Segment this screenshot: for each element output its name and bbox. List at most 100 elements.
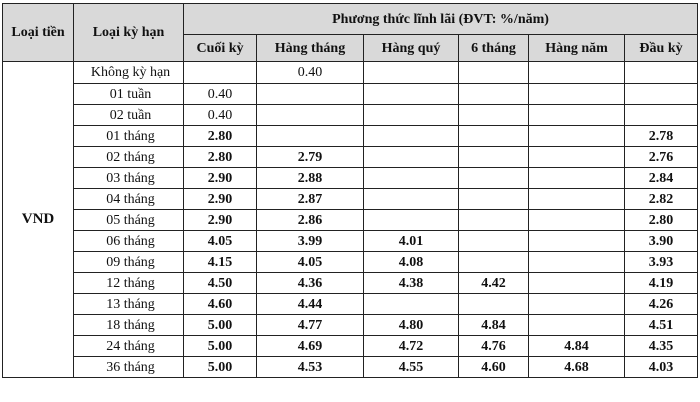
rate-cell: 2.87 (256, 188, 364, 210)
rate-cell: 2.82 (623, 188, 699, 210)
column-header-6-thang: 6 tháng (458, 34, 529, 62)
rate-cell: 2.90 (183, 209, 257, 231)
rate-cell: 2.84 (623, 167, 699, 189)
rate-cell (528, 167, 625, 189)
rate-cell: 2.76 (623, 146, 699, 168)
currency-cell: VND (2, 61, 74, 378)
term-cell: 01 tuần (73, 83, 184, 105)
rate-cell (458, 188, 529, 210)
rate-cell: 2.88 (256, 167, 364, 189)
term-cell: 04 tháng (73, 188, 184, 210)
rate-cell (458, 61, 529, 84)
rate-cell (458, 230, 529, 252)
rate-cell: 4.05 (256, 251, 364, 273)
rate-cell (528, 314, 625, 336)
rate-cell (363, 104, 459, 126)
rate-cell (256, 125, 364, 147)
rate-cell (458, 146, 529, 168)
rate-cell: 4.08 (363, 251, 459, 273)
rate-cell (528, 230, 625, 252)
term-cell: 02 tháng (73, 146, 184, 168)
rate-cell (458, 83, 529, 105)
rate-cell: 4.68 (528, 356, 625, 378)
term-cell: 06 tháng (73, 230, 184, 252)
term-cell: 36 tháng (73, 356, 184, 378)
rate-cell (528, 104, 625, 126)
rate-cell: 4.15 (183, 251, 257, 273)
rate-cell: 4.35 (623, 335, 699, 357)
rate-cell (623, 83, 699, 105)
rate-cell (256, 83, 364, 105)
table-row: 03 tháng 2.90 2.88 2.84 (3, 167, 699, 189)
rate-cell (363, 125, 459, 147)
table-row: 36 tháng 5.00 4.53 4.55 4.60 4.68 4.03 (3, 356, 699, 378)
table-row: 18 tháng 5.00 4.77 4.80 4.84 4.51 (3, 314, 699, 336)
rate-cell: 4.38 (363, 272, 459, 294)
rate-cell: 0.40 (256, 61, 364, 84)
table-row: 05 tháng 2.90 2.86 2.80 (3, 209, 699, 231)
term-cell: 24 tháng (73, 335, 184, 357)
rate-cell: 4.03 (623, 356, 699, 378)
table-row: 04 tháng 2.90 2.87 2.82 (3, 188, 699, 210)
rate-cell: 4.42 (458, 272, 529, 294)
rate-cell: 4.80 (363, 314, 459, 336)
rate-cell: 5.00 (183, 335, 257, 357)
rate-cell: 4.84 (528, 335, 625, 357)
table-row: 09 tháng 4.15 4.05 4.08 3.93 (3, 251, 699, 273)
rate-cell (363, 209, 459, 231)
rate-cell: 4.01 (363, 230, 459, 252)
rate-cell: 4.36 (256, 272, 364, 294)
rate-cell (363, 188, 459, 210)
table-row: 02 tuần 0.40 (3, 104, 699, 126)
table-row: 01 tháng 2.80 2.78 (3, 125, 699, 147)
term-cell: 05 tháng (73, 209, 184, 231)
rate-cell (363, 167, 459, 189)
payment-method-header: Phương thức lĩnh lãi (ĐVT: %/năm) (182, 3, 699, 35)
rate-cell (363, 293, 459, 315)
rate-cell: 4.72 (363, 335, 459, 357)
term-cell: 01 tháng (73, 125, 184, 147)
rate-cell (363, 146, 459, 168)
column-header-hang-quy: Hàng quý (363, 34, 459, 62)
rate-cell (458, 209, 529, 231)
rate-cell: 3.93 (623, 251, 699, 273)
rate-cell: 4.55 (363, 356, 459, 378)
rate-cell (528, 125, 625, 147)
interest-rate-table: Loại tiền Loại kỳ hạn Phương thức lĩnh l… (2, 3, 699, 378)
rate-cell: 4.05 (183, 230, 257, 252)
rate-cell: 3.99 (256, 230, 364, 252)
rate-cell: 3.90 (623, 230, 699, 252)
currency-header: Loại tiền (2, 3, 74, 62)
rate-cell: 4.50 (183, 272, 257, 294)
rate-cell: 2.86 (256, 209, 364, 231)
column-header-hang-nam: Hàng năm (528, 34, 625, 62)
rate-cell (623, 61, 699, 84)
rate-cell: 4.76 (458, 335, 529, 357)
rate-cell: 4.19 (623, 272, 699, 294)
rate-cell (528, 188, 625, 210)
rate-cell (458, 293, 529, 315)
rate-cell: 2.90 (183, 167, 257, 189)
rate-cell: 2.80 (183, 125, 257, 147)
rate-cell (458, 104, 529, 126)
rate-cell (256, 104, 364, 126)
term-cell: 02 tuần (73, 104, 184, 126)
rate-cell (528, 209, 625, 231)
rate-cell (528, 146, 625, 168)
rate-cell (183, 61, 257, 84)
column-header-hang-thang: Hàng tháng (256, 34, 364, 62)
rate-cell: 5.00 (183, 356, 257, 378)
header-row-columns: Cuối kỳ Hàng tháng Hàng quý 6 tháng Hàng… (3, 34, 699, 62)
rate-cell (528, 293, 625, 315)
rate-cell: 2.80 (183, 146, 257, 168)
rate-cell: 4.60 (183, 293, 257, 315)
rate-cell (528, 272, 625, 294)
table-row: 24 tháng 5.00 4.69 4.72 4.76 4.84 4.35 (3, 335, 699, 357)
term-cell: 09 tháng (73, 251, 184, 273)
header-row-top: Loại tiền Loại kỳ hạn Phương thức lĩnh l… (2, 3, 699, 62)
term-cell: Không kỳ hạn (73, 61, 184, 84)
rate-cell: 4.77 (256, 314, 364, 336)
term-cell: 18 tháng (73, 314, 184, 336)
rate-cell (528, 83, 625, 105)
rate-cell: 4.44 (256, 293, 364, 315)
